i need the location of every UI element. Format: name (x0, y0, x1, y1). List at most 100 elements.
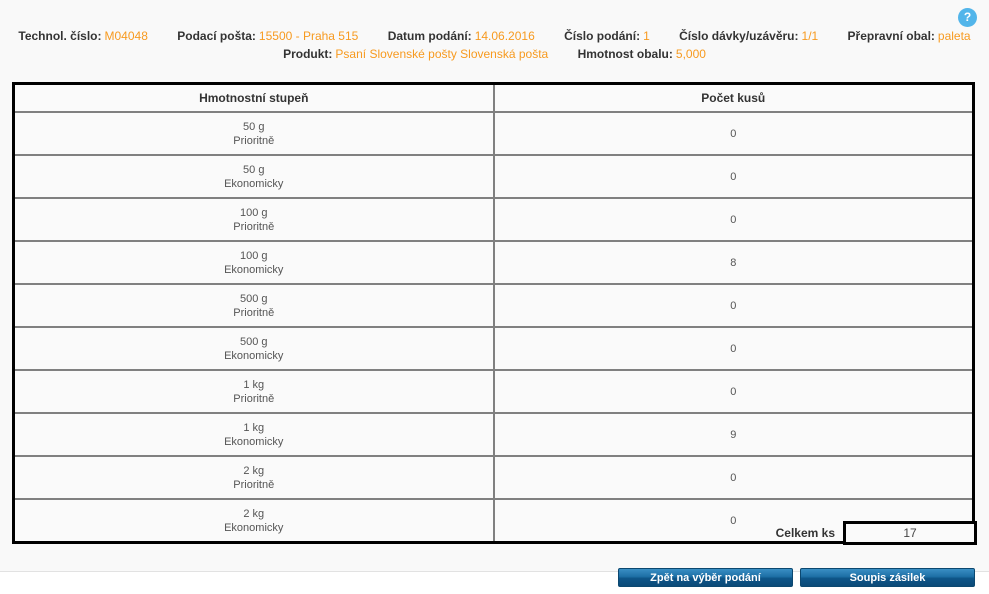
total-row: Celkem ks 17 (0, 521, 977, 545)
weight-value: 50 g (243, 120, 265, 133)
service-class: Ekonomicky (224, 177, 284, 190)
piece-count-value: 0 (730, 514, 737, 527)
shipment-list-button[interactable]: Soupis zásilek (800, 568, 975, 587)
footer-divider (0, 571, 989, 572)
table-row: 2 kg Prioritně 0 (15, 456, 972, 500)
cell-piece-count: 9 (493, 413, 972, 457)
info-row-2: Produkt: Psaní Slovenské pošty Slovenská … (0, 45, 989, 63)
info-item-cislo-davky: Číslo dávky/uzávěru: 1/1 (679, 27, 818, 45)
table-header-row: Hmotnostní stupeň Počet kusů (15, 85, 972, 113)
cell-piece-count: 0 (493, 198, 972, 242)
table-row: 500 g Prioritně 0 (15, 284, 972, 328)
info-value: 1 (643, 29, 650, 43)
column-header-piece-count: Počet kusů (493, 85, 972, 113)
service-class: Prioritně (233, 478, 275, 491)
piece-count-value: 9 (730, 428, 737, 441)
info-item-hmotnost-obalu: Hmotnost obalu: 5,000 (578, 45, 706, 63)
cell-weight-grade: 500 g Ekonomicky (15, 327, 495, 371)
info-label: Technol. číslo: (18, 29, 102, 43)
table-row: 1 kg Prioritně 0 (15, 370, 972, 414)
cell-weight-grade: 1 kg Ekonomicky (15, 413, 495, 457)
weight-value: 2 kg (243, 464, 265, 477)
info-label: Produkt: (283, 47, 333, 61)
info-item-datum-podani: Datum podání: 14.06.2016 (388, 27, 535, 45)
cell-weight-grade: 2 kg Ekonomicky (15, 499, 495, 541)
table-body: 50 g Prioritně 0 50 g Ekonomicky 0 100 g Priori… (15, 112, 972, 541)
weight-value: 100 g (239, 206, 268, 219)
table-row: 1 kg Ekonomicky 9 (15, 413, 972, 457)
back-to-submission-selection-button[interactable]: Zpět na výběr podání (618, 568, 793, 587)
info-value: paleta (937, 29, 971, 43)
weight-value: 100 g (239, 249, 268, 262)
weight-grades-table: Hmotnostní stupeň Počet kusů 50 g Priorit… (15, 85, 972, 541)
cell-weight-grade: 50 g Prioritně (15, 112, 495, 156)
info-label: Podací pošta: (177, 29, 256, 43)
service-class: Prioritně (233, 220, 275, 233)
column-header-weight-grade: Hmotnostní stupeň (15, 85, 495, 113)
piece-count-value: 0 (730, 213, 737, 226)
piece-count-value: 0 (730, 127, 737, 140)
weight-value: 500 g (239, 335, 268, 348)
info-label: Číslo podání: (564, 29, 641, 43)
piece-count-value: 8 (730, 256, 737, 269)
info-item-cislo-podani: Číslo podání: 1 (564, 27, 650, 45)
piece-count-value: 0 (730, 385, 737, 398)
table-row: 50 g Ekonomicky 0 (15, 155, 972, 199)
table-row: 100 g Prioritně 0 (15, 198, 972, 242)
info-row-1: Technol. číslo: M04048 Podací pošta: 15500… (0, 27, 989, 45)
table-row: 500 g Ekonomicky 0 (15, 327, 972, 371)
total-label: Celkem ks (775, 526, 835, 540)
cell-piece-count: 0 (493, 370, 972, 414)
cell-weight-grade: 100 g Prioritně (15, 198, 495, 242)
info-label: Číslo dávky/uzávěru: (679, 29, 799, 43)
weight-value: 1 kg (243, 378, 265, 391)
cell-piece-count: 0 (493, 456, 972, 500)
cell-piece-count: 0 (493, 155, 972, 199)
service-class: Ekonomicky (224, 263, 284, 276)
weight-value: 500 g (239, 292, 268, 305)
weight-grades-table-container: Hmotnostní stupeň Počet kusů 50 g Priorit… (12, 82, 975, 544)
cell-piece-count: 0 (493, 327, 972, 371)
piece-count-value: 0 (730, 342, 737, 355)
info-value: M04048 (104, 29, 148, 43)
table-head: Hmotnostní stupeň Počet kusů (15, 85, 972, 113)
cell-weight-grade: 2 kg Prioritně (15, 456, 495, 500)
submission-info: Technol. číslo: M04048 Podací pošta: 15500… (0, 27, 989, 63)
weight-value: 2 kg (243, 507, 265, 520)
total-value-box: 17 (843, 521, 977, 545)
cell-piece-count: 0 (493, 112, 972, 156)
info-value: 5,000 (675, 47, 706, 61)
cell-weight-grade: 500 g Prioritně (15, 284, 495, 328)
help-icon[interactable]: ? (958, 8, 977, 27)
service-class: Ekonomicky (224, 435, 284, 448)
info-value: 15500 - Praha 515 (258, 29, 359, 43)
table-row: 100 g Ekonomicky 8 (15, 241, 972, 285)
cell-weight-grade: 50 g Ekonomicky (15, 155, 495, 199)
cell-piece-count: 8 (493, 241, 972, 285)
piece-count-value: 0 (730, 299, 737, 312)
info-item-podaci-posta: Podací pošta: 15500 - Praha 515 (177, 27, 358, 45)
weight-value: 50 g (243, 163, 265, 176)
service-class: Prioritně (233, 134, 275, 147)
piece-count-value: 0 (730, 471, 737, 484)
info-item-technol-cislo: Technol. číslo: M04048 (18, 27, 148, 45)
info-label: Hmotnost obalu: (577, 47, 673, 61)
cell-weight-grade: 100 g Ekonomicky (15, 241, 495, 285)
cell-piece-count: 0 (493, 284, 972, 328)
info-item-prepravni-obal: Přepravní obal: paleta (848, 27, 971, 45)
service-class: Prioritně (233, 306, 275, 319)
piece-count-value: 0 (730, 170, 737, 183)
info-item-produkt: Produkt: Psaní Slovenské pošty Slovenská … (283, 45, 548, 63)
info-label: Přepravní obal: (847, 29, 935, 43)
info-value: Psaní Slovenské pošty Slovenská pošta (335, 47, 549, 61)
service-class: Ekonomicky (224, 349, 284, 362)
service-class: Ekonomicky (224, 521, 284, 534)
table-row: 50 g Prioritně 0 (15, 112, 972, 156)
info-value: 14.06.2016 (474, 29, 535, 43)
button-bar: Zpět na výběr podání Soupis zásilek (618, 568, 975, 587)
weight-value: 1 kg (243, 421, 265, 434)
cell-weight-grade: 1 kg Prioritně (15, 370, 495, 414)
info-label: Datum podání: (387, 29, 472, 43)
info-value: 1/1 (801, 29, 819, 43)
